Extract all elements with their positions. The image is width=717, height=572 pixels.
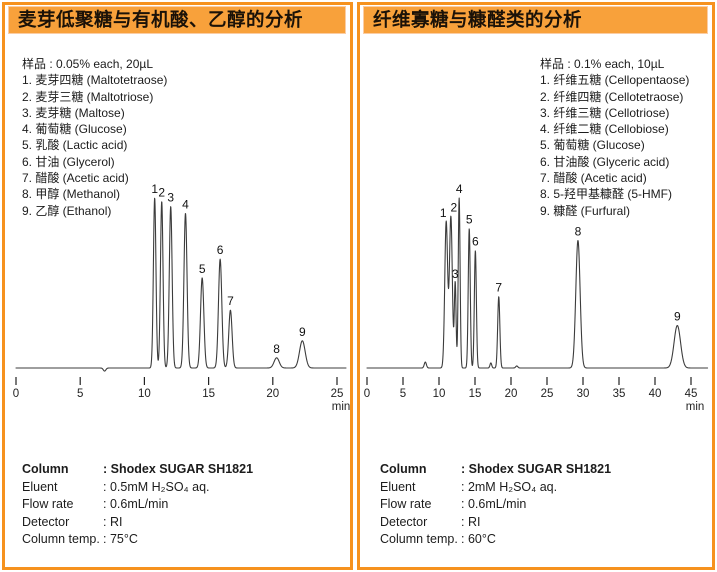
tick-label: 0 — [364, 388, 370, 400]
tick-label: 20 — [505, 388, 518, 400]
tick-label: 45 — [685, 388, 698, 400]
axis-unit-label: min — [332, 401, 351, 413]
sample-list: 样品 : 0.05% each, 20µL 1. 麦芽四糖 (Maltotetr… — [22, 56, 167, 219]
peak-number-label: 6 — [472, 235, 479, 249]
sample-header: 样品 : 0.1% each, 10µL — [540, 57, 665, 71]
tick-label: 15 — [469, 388, 482, 400]
peak-number-label: 2 — [451, 201, 458, 215]
peak-number-label: 8 — [575, 225, 582, 239]
sample-item: 9. 糠醛 (Furfural) — [540, 203, 631, 218]
tick-label: 25 — [541, 388, 554, 400]
peak-number-label: 7 — [495, 281, 502, 295]
peak-number-label: 7 — [227, 294, 234, 308]
tick-label: 5 — [400, 388, 406, 400]
sample-header: 样品 : 0.05% each, 20µL — [22, 57, 153, 71]
sample-item: 5. 乳酸 (Lactic acid) — [22, 138, 128, 153]
panel-title: 麦芽低聚糖与有机酸、乙醇的分析 — [8, 6, 346, 34]
sample-item: 7. 醋酸 (Acetic acid) — [22, 171, 129, 186]
peak-number-label: 9 — [674, 310, 681, 324]
condition-row: Column temp.: 60°C — [380, 532, 496, 547]
tick-label: 30 — [577, 388, 590, 400]
panel-title: 纤维寡糖与糠醛类的分析 — [363, 6, 708, 34]
peak-number-label: 1 — [440, 206, 447, 220]
sample-item: 7. 醋酸 (Acetic acid) — [540, 171, 647, 186]
tick-label: 20 — [266, 388, 279, 400]
condition-row: Flow rate: 0.6mL/min — [22, 497, 169, 512]
trace — [15, 197, 347, 372]
sample-item: 6. 甘油酸 (Glyceric acid) — [540, 154, 670, 169]
condition-row: Column: Shodex SUGAR SH1821 — [22, 462, 254, 476]
tick-label: 5 — [77, 388, 83, 400]
panel-maltooligosaccharides: 麦芽低聚糖与有机酸、乙醇的分析 样品 : 0.05% each, 20µL 1.… — [2, 2, 353, 570]
tick-label: 35 — [613, 388, 626, 400]
tick-label: 40 — [649, 388, 662, 400]
peak-number-label: 3 — [167, 191, 174, 205]
conditions-table: Column: Shodex SUGAR SH1821 Eluent: 0.5m… — [22, 461, 253, 549]
peak-number-label: 4 — [456, 182, 463, 196]
sample-item: 2. 纤维四糖 (Cellotetraose) — [540, 89, 684, 104]
sample-item: 1. 麦芽四糖 (Maltotetraose) — [22, 73, 168, 88]
condition-row: Column temp.: 75°C — [22, 532, 138, 547]
peak-number-label: 1 — [151, 182, 158, 196]
sample-item: 4. 葡萄糖 (Glucose) — [22, 122, 127, 137]
peak-number-label: 5 — [466, 213, 473, 227]
peak-number-label: 8 — [273, 342, 280, 356]
sample-item: 4. 纤维二糖 (Cellobiose) — [540, 122, 669, 137]
tick-label: 0 — [13, 388, 19, 400]
sample-item: 6. 甘油 (Glycerol) — [22, 154, 115, 169]
condition-row: Flow rate: 0.6mL/min — [380, 497, 527, 512]
peak-number-label: 2 — [158, 185, 165, 199]
peak-number-label: 3 — [452, 267, 459, 281]
sample-item: 8. 5-羟甲基糠醛 (5-HMF) — [540, 187, 673, 202]
condition-row: Detector: RI — [380, 514, 481, 529]
tick-label: 10 — [138, 388, 151, 400]
condition-row: Column: Shodex SUGAR SH1821 — [380, 462, 612, 476]
condition-row: Detector: RI — [22, 514, 123, 529]
sample-item: 5. 葡萄糖 (Glucose) — [540, 138, 645, 153]
sample-item: 8. 甲醇 (Methanol) — [22, 187, 121, 202]
sample-item: 9. 乙醇 (Ethanol) — [22, 203, 112, 218]
condition-row: Eluent: 0.5mM H₂SO₄ aq. — [22, 479, 210, 494]
peak-number-label: 5 — [199, 262, 206, 276]
sample-item: 2. 麦芽三糖 (Maltotriose) — [22, 89, 154, 104]
tick-label: 15 — [202, 388, 215, 400]
axis-unit-label: min — [686, 401, 705, 413]
peak-number-label: 4 — [182, 197, 189, 211]
peak-number-label: 6 — [217, 243, 224, 257]
tick-label: 25 — [331, 388, 344, 400]
sample-item: 3. 纤维三糖 (Cellotriose) — [540, 105, 670, 120]
conditions-table: Column: Shodex SUGAR SH1821 Eluent: 2mM … — [380, 461, 611, 549]
peak-number-label: 9 — [299, 325, 306, 339]
tick-label: 10 — [433, 388, 446, 400]
panel-cellooligosaccharides: 纤维寡糖与糠醛类的分析 样品 : 0.1% each, 10µL 1. 纤维五糖… — [357, 2, 715, 570]
sample-list: 样品 : 0.1% each, 10µL 1. 纤维五糖 (Cellopenta… — [540, 56, 689, 219]
sample-item: 3. 麦芽糖 (Maltose) — [22, 105, 125, 120]
sample-item: 1. 纤维五糖 (Cellopentaose) — [540, 73, 690, 88]
trace — [366, 197, 709, 369]
condition-row: Eluent: 2mM H₂SO₄ aq. — [380, 479, 558, 494]
